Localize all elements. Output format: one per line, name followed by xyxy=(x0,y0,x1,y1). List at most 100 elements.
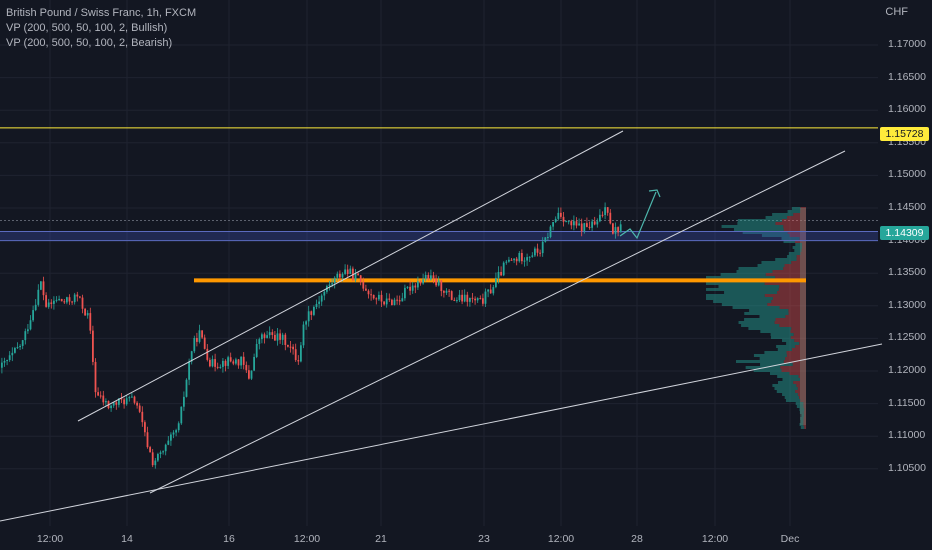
candle-body xyxy=(367,290,370,295)
profile-bar-bear xyxy=(796,255,806,258)
profile-bar-bull xyxy=(760,363,793,366)
candle-body xyxy=(63,301,66,303)
candle-body xyxy=(94,361,97,393)
profile-bar-bear xyxy=(779,324,806,327)
candle-body xyxy=(547,237,549,239)
projection-arrowhead xyxy=(648,189,661,198)
candle-body xyxy=(203,337,206,349)
candle-body xyxy=(53,300,55,304)
profile-bar-bull xyxy=(775,258,797,261)
candle-body xyxy=(190,351,193,362)
current-price-tag: 1.14309 xyxy=(880,226,929,240)
candle-body xyxy=(528,256,531,258)
candle-body xyxy=(612,223,614,234)
candle-body xyxy=(287,344,289,347)
profile-bar-bull xyxy=(738,267,784,270)
price-tick-label: 1.13000 xyxy=(888,298,926,311)
profile-bar-bear xyxy=(778,288,806,291)
candle-body xyxy=(391,299,393,306)
profile-bar-bear xyxy=(775,222,806,225)
candle-body xyxy=(99,395,102,397)
candle-body xyxy=(471,297,474,299)
candle-body xyxy=(144,422,146,433)
profile-bar-bull xyxy=(796,405,804,408)
candle-body xyxy=(307,311,310,322)
profile-bar-bull xyxy=(778,381,794,384)
candle-body xyxy=(453,299,456,301)
profile-bar-bear xyxy=(765,273,806,276)
profile-bar-bear xyxy=(790,330,806,333)
candle-body xyxy=(370,294,372,296)
candle-body xyxy=(497,271,500,278)
profile-bar-bear xyxy=(797,393,806,396)
profile-bar-bull xyxy=(795,243,803,246)
profile-bar-bull xyxy=(706,297,773,300)
profile-bar-bear xyxy=(790,336,806,339)
candle-body xyxy=(60,298,63,302)
candle-body xyxy=(118,398,120,405)
time-tick-label: 23 xyxy=(478,533,490,545)
candle-body xyxy=(435,278,437,286)
candle-body xyxy=(430,275,432,280)
candle-body xyxy=(261,334,263,340)
candle-body xyxy=(531,255,534,257)
candle-body xyxy=(619,224,622,233)
candle-body xyxy=(76,294,79,297)
lower-channel-line xyxy=(149,150,846,494)
candle-body xyxy=(224,360,227,366)
candle-body xyxy=(154,460,157,466)
price-tick-label: 1.11500 xyxy=(888,396,926,409)
candle-body xyxy=(313,306,315,315)
profile-bar-bear xyxy=(774,321,806,324)
candle-body xyxy=(513,258,515,261)
candle-body xyxy=(123,399,125,405)
candle-body xyxy=(523,260,526,262)
time-tick-label: Dec xyxy=(780,533,800,545)
candle-body xyxy=(146,432,149,448)
candle-body xyxy=(614,227,617,234)
profile-bar-bull xyxy=(764,351,787,354)
candle-body xyxy=(560,212,562,217)
indicator-vp-bearish[interactable]: VP (200, 500, 50, 100, 2, Bearish) xyxy=(6,37,173,49)
candle-body xyxy=(289,346,292,348)
candle-body xyxy=(505,261,508,263)
profile-bar-bull xyxy=(759,357,786,360)
profile-bar-bear xyxy=(783,228,806,231)
candle-body xyxy=(401,298,404,302)
candle-body xyxy=(583,223,586,232)
candle-body xyxy=(188,361,190,380)
profile-bar-bear xyxy=(795,345,806,348)
candle-body xyxy=(175,430,177,433)
candle-body xyxy=(136,402,138,406)
profile-bar-bear xyxy=(779,306,806,309)
candle-body xyxy=(419,281,422,284)
profile-bar-bull xyxy=(769,372,790,375)
time-tick-label: 28 xyxy=(631,533,643,545)
profile-bar-bull xyxy=(735,360,784,363)
profile-bar-bull xyxy=(786,342,800,345)
candle-body xyxy=(50,302,53,304)
profile-bar-bull xyxy=(800,426,805,429)
candle-body xyxy=(437,280,440,286)
profile-bar-bear xyxy=(800,399,806,402)
profile-bar-bull xyxy=(776,345,796,348)
candle-body xyxy=(79,296,81,298)
candle-body xyxy=(276,333,279,341)
profile-bar-bull xyxy=(738,321,775,324)
profile-bar-bull xyxy=(737,219,782,222)
symbol-title[interactable]: British Pound / Swiss Franc, 1h, FXCM xyxy=(6,7,197,19)
resistance-price-tag: 1.15728 xyxy=(880,127,929,141)
profile-bar-bull xyxy=(761,261,792,264)
candle-body xyxy=(21,340,24,346)
candle-body xyxy=(606,207,609,213)
profile-bar-bull xyxy=(782,339,795,342)
candle-body xyxy=(214,359,216,367)
profile-bar-bull xyxy=(706,294,765,297)
long-trend-line xyxy=(0,343,883,522)
indicator-vp-bullish[interactable]: VP (200, 500, 50, 100, 2, Bullish) xyxy=(6,22,168,34)
profile-bar-bear xyxy=(804,426,806,429)
candle-body xyxy=(47,302,50,307)
candle-body xyxy=(388,298,391,300)
profile-bar-bull xyxy=(776,390,796,393)
